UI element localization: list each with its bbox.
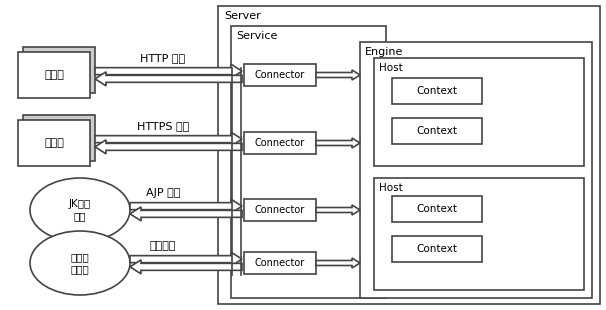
Text: Connector: Connector: [255, 70, 305, 80]
Ellipse shape: [30, 178, 130, 242]
Text: Connector: Connector: [255, 205, 305, 215]
Text: 浏览器: 浏览器: [44, 70, 64, 80]
Polygon shape: [95, 64, 242, 78]
Bar: [374, 178, 584, 290]
Bar: [18, 120, 90, 166]
Bar: [23, 115, 95, 161]
Polygon shape: [316, 258, 360, 268]
Text: Server: Server: [224, 11, 261, 21]
Text: JK连接
程序: JK连接 程序: [69, 199, 91, 221]
Polygon shape: [95, 72, 242, 86]
Bar: [374, 58, 584, 166]
Polygon shape: [130, 260, 242, 274]
Polygon shape: [95, 132, 242, 146]
Text: Host: Host: [379, 183, 403, 193]
Text: Engine: Engine: [365, 47, 404, 57]
Bar: [392, 236, 482, 262]
Text: Context: Context: [416, 244, 458, 254]
Bar: [218, 6, 600, 304]
Polygon shape: [316, 205, 360, 215]
Polygon shape: [316, 70, 360, 80]
Bar: [231, 26, 386, 298]
Bar: [244, 132, 316, 154]
Bar: [392, 78, 482, 104]
Text: HTTPS 协议: HTTPS 协议: [137, 121, 189, 131]
Bar: [244, 252, 316, 274]
Text: 浏览器: 浏览器: [44, 138, 64, 148]
Polygon shape: [130, 252, 242, 266]
Bar: [392, 118, 482, 144]
Polygon shape: [130, 207, 242, 221]
Text: Host: Host: [379, 63, 403, 73]
Bar: [360, 42, 592, 298]
Text: Connector: Connector: [255, 258, 305, 268]
Bar: [392, 196, 482, 222]
Text: Context: Context: [416, 204, 458, 214]
Text: AJP 协议: AJP 协议: [146, 188, 180, 198]
Bar: [18, 52, 90, 98]
Bar: [244, 64, 316, 86]
Text: Service: Service: [236, 31, 278, 41]
Text: HTTP 协议: HTTP 协议: [141, 53, 185, 63]
Text: Context: Context: [416, 126, 458, 136]
Bar: [244, 199, 316, 221]
Polygon shape: [316, 138, 360, 148]
Bar: [23, 47, 95, 93]
Text: 其他连
接程序: 其他连 接程序: [71, 252, 89, 274]
Polygon shape: [130, 199, 242, 213]
Polygon shape: [95, 140, 242, 154]
Ellipse shape: [30, 231, 130, 295]
Text: 其他协议: 其他协议: [150, 241, 176, 251]
Text: Connector: Connector: [255, 138, 305, 148]
Text: Context: Context: [416, 86, 458, 96]
